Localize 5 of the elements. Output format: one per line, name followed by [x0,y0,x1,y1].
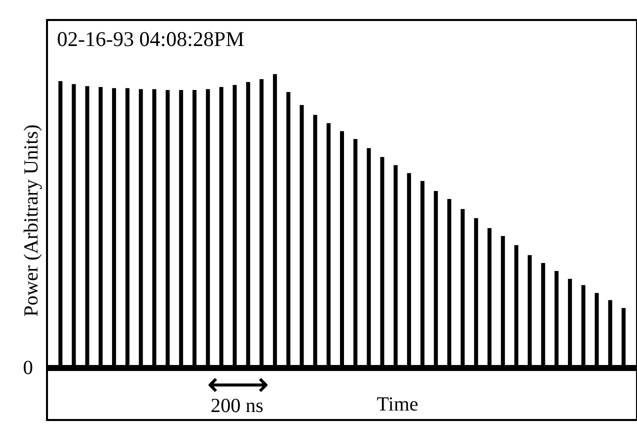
chart-title: 02-16-93 04:08:28PM [57,27,245,51]
text: 200 ns [210,395,264,417]
text: 0 [23,356,33,379]
y-axis-title: Power (Arbitrary Units) [20,124,42,317]
x-axis-title: Time [376,394,418,416]
